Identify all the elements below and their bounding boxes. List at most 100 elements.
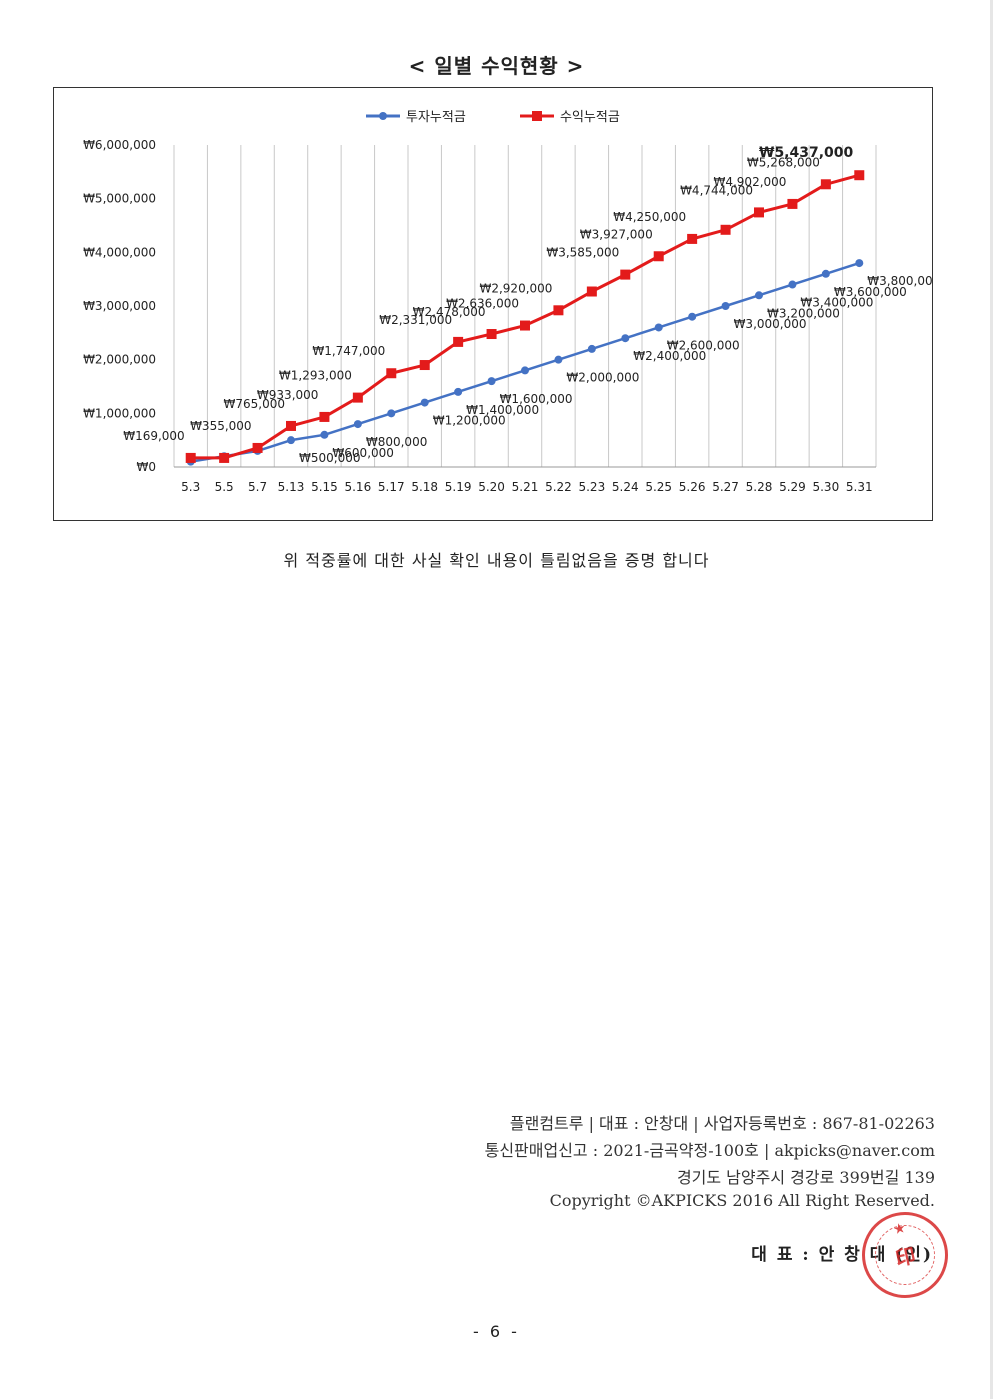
- data-label: ₩3,600,000: [834, 285, 907, 299]
- seal-star-icon: ★: [892, 1220, 907, 1237]
- data-point-marker: [554, 355, 563, 364]
- data-point-marker: [688, 312, 697, 321]
- data-label: ₩355,000: [190, 419, 252, 433]
- x-tick-label: 5.20: [478, 480, 505, 494]
- data-point-marker: [486, 329, 497, 340]
- data-point-marker: [754, 207, 764, 218]
- data-point-marker: [454, 387, 463, 396]
- data-label: ₩4,902,000: [713, 175, 786, 189]
- data-point-marker: [453, 336, 464, 347]
- data-point-marker: [185, 452, 196, 463]
- x-tick-label: 5.28: [746, 480, 773, 494]
- chart-frame: ₩0 ₩1,000,000 ₩2,000,000 ₩3,000,000 ₩4,000,0…: [53, 87, 933, 521]
- x-tick-label: 5.27: [712, 480, 739, 494]
- data-point-marker: [720, 224, 731, 235]
- seal-text: 印: [893, 1242, 918, 1271]
- data-point-marker: [287, 436, 295, 445]
- data-point-marker: [419, 360, 430, 371]
- data-point-marker: [855, 259, 864, 268]
- y-tick-label: ₩0: [137, 460, 157, 474]
- data-label: ₩3,000,000: [734, 317, 807, 331]
- daily-profit-line-chart: ₩0 ₩1,000,000 ₩2,000,000 ₩3,000,000 ₩4,000,0…: [83, 110, 932, 494]
- y-tick-label: ₩4,000,000: [83, 245, 156, 259]
- data-label: ₩765,000: [224, 397, 286, 411]
- data-label: ₩600,000: [332, 446, 394, 460]
- x-tick-label: 5.25: [645, 480, 672, 494]
- x-tick-label: 5.17: [378, 480, 405, 494]
- x-tick-label: 5.18: [411, 480, 438, 494]
- data-label: ₩1,600,000: [500, 392, 573, 406]
- data-point-marker: [653, 251, 664, 262]
- data-point-marker: [586, 286, 597, 297]
- data-point-marker: [587, 344, 596, 353]
- page-number: - 6 -: [473, 1322, 520, 1341]
- x-tick-label: 5.3: [181, 480, 200, 494]
- data-point-marker: [353, 420, 362, 429]
- data-point-marker: [654, 323, 663, 332]
- data-label: ₩933,000: [257, 388, 319, 402]
- legend-label: 투자누적금: [406, 110, 466, 125]
- data-label: ₩2,478,000: [413, 305, 486, 319]
- x-tick-label: 5.16: [344, 480, 371, 494]
- data-point-marker: [420, 398, 429, 407]
- data-point-marker: [386, 368, 397, 379]
- data-point-marker: [553, 305, 564, 316]
- legend-marker: [532, 111, 542, 121]
- data-point-marker: [820, 179, 831, 190]
- data-label: ₩2,600,000: [667, 338, 740, 352]
- data-point-marker: [788, 280, 797, 289]
- data-point-marker: [219, 452, 230, 463]
- data-point-marker: [487, 377, 496, 386]
- x-tick-label: 5.21: [512, 480, 539, 494]
- footer-copyright: Copyright ©AKPICKS 2016 All Right Reserv…: [549, 1191, 935, 1210]
- data-label: ₩2,000,000: [566, 371, 639, 385]
- data-label: ₩169,000: [123, 429, 185, 443]
- confirmation-statement: 위 적중률에 대한 사실 확인 내용이 틀림없음을 증명 합니다: [283, 551, 710, 570]
- x-tick-label: 5.26: [679, 480, 706, 494]
- data-point-marker: [286, 420, 296, 431]
- y-tick-label: ₩6,000,000: [83, 138, 156, 152]
- data-label: ₩2,331,000: [379, 313, 452, 327]
- data-point-marker: [319, 411, 330, 422]
- data-point-marker: [787, 198, 798, 209]
- x-tick-label: 5.23: [578, 480, 605, 494]
- y-tick-label: ₩3,000,000: [83, 299, 156, 313]
- footer-registration-info: 통신판매업신고 : 2021-금곡약정-100호 | akpicks@naver…: [484, 1141, 935, 1160]
- data-label: ₩500,000: [299, 451, 361, 465]
- company-seal-stamp: ★ 印: [853, 1203, 957, 1307]
- data-label: ₩1,293,000: [279, 369, 352, 383]
- x-tick-label: 5.22: [545, 480, 572, 494]
- data-point-marker: [520, 320, 530, 331]
- x-tick-label: 5.30: [812, 480, 839, 494]
- data-label: ₩5,268,000: [747, 155, 820, 169]
- x-tick-label: 5.5: [215, 480, 234, 494]
- data-label: ₩4,744,000: [680, 183, 753, 197]
- data-point-marker: [521, 366, 529, 375]
- x-tick-label: 5.19: [445, 480, 472, 494]
- data-label: ₩3,585,000: [546, 246, 619, 260]
- footer-address: 경기도 남양주시 경강로 399번길 139: [676, 1168, 935, 1187]
- data-label: ₩3,927,000: [580, 227, 653, 241]
- y-tick-label: ₩2,000,000: [83, 353, 156, 367]
- data-label: ₩1,747,000: [312, 344, 385, 358]
- x-tick-label: 5.7: [248, 480, 267, 494]
- data-point-marker: [621, 334, 630, 343]
- data-label: ₩1,400,000: [466, 403, 539, 417]
- data-label: ₩5,437,000: [759, 145, 854, 161]
- data-label: ₩2,636,000: [446, 297, 519, 311]
- data-point-marker: [755, 291, 763, 300]
- data-point-marker: [387, 409, 396, 418]
- data-label: ₩2,920,000: [479, 281, 552, 295]
- legend-label: 수익누적금: [560, 110, 620, 125]
- data-label: ₩2,400,000: [633, 349, 706, 363]
- data-point-marker: [687, 233, 698, 244]
- data-point-marker: [721, 302, 730, 310]
- legend-marker: [379, 112, 387, 120]
- data-label: ₩3,200,000: [767, 306, 840, 320]
- page-edge: [990, 0, 993, 1399]
- x-tick-label: 5.15: [311, 480, 338, 494]
- y-tick-label: ₩5,000,000: [83, 192, 156, 206]
- data-point-marker: [352, 392, 363, 403]
- data-label: ₩1,200,000: [433, 414, 506, 428]
- data-label: ₩4,250,000: [613, 210, 686, 224]
